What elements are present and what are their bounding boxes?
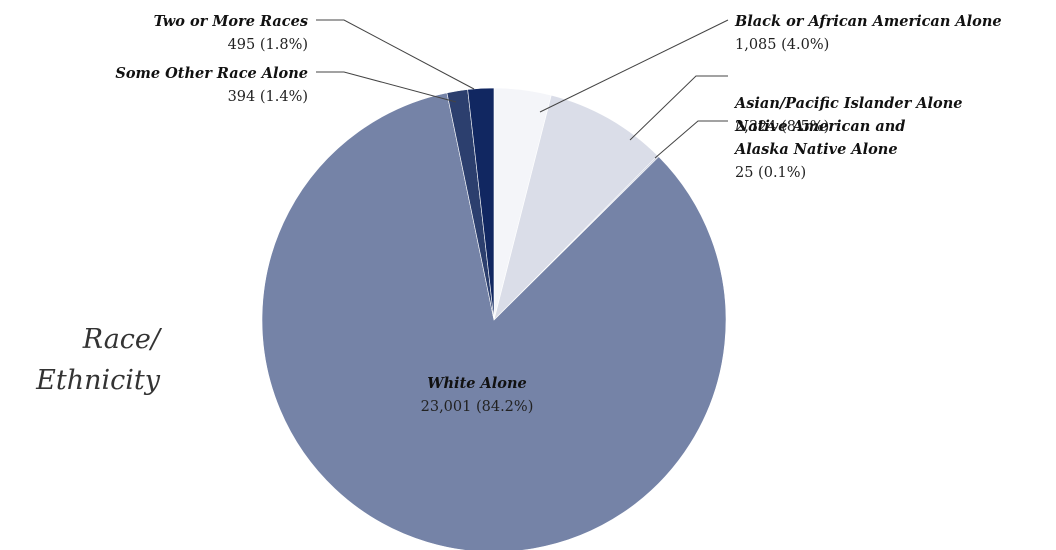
slice-name-native: Native American and xyxy=(734,118,905,135)
leader-lines xyxy=(316,19,729,159)
slice-label-other: Some Other Race Alone 394 (1.4%) xyxy=(115,65,308,105)
slice-value-black: 1,085 (4.0%) xyxy=(735,37,829,53)
pie-slice-white xyxy=(261,92,727,550)
slice-labels: Black or African American Alone 1,085 (4.… xyxy=(115,13,1001,415)
pie-slice-two xyxy=(467,87,495,321)
slice-label-asian: Asian/Pacific Islander Alone 2,324 (8.5%) xyxy=(733,95,962,135)
leader-line-other xyxy=(316,71,457,103)
slice-name-other: Some Other Race Alone xyxy=(115,65,308,82)
slice-label-two: Two or More Races 495 (1.8%) xyxy=(154,13,308,53)
slice-value-other: 394 (1.4%) xyxy=(228,89,308,105)
slice-label-native: Native American and Alaska Native Alone 25… xyxy=(733,118,905,181)
slice-name-native: Alaska Native Alone xyxy=(733,141,898,158)
chart-title-line-1: Race/ xyxy=(82,324,163,355)
slice-label-black: Black or African American Alone 1,085 (4.… xyxy=(734,13,1002,53)
slice-value-white: 23,001 (84.2%) xyxy=(421,399,534,415)
slice-label-white: White Alone 23,001 (84.2%) xyxy=(421,375,534,415)
leader-line-asian xyxy=(629,75,728,141)
slice-name-asian: Asian/Pacific Islander Alone xyxy=(733,95,962,112)
slice-name-two: Two or More Races xyxy=(154,13,308,30)
pie-slices xyxy=(261,87,727,550)
slice-name-black: Black or African American Alone xyxy=(734,13,1002,30)
slice-value-two: 495 (1.8%) xyxy=(228,37,308,53)
leader-line-native xyxy=(654,120,728,159)
leader-line-black xyxy=(539,19,729,113)
slice-value-native: 25 (0.1%) xyxy=(735,165,806,181)
slice-name-white: White Alone xyxy=(427,375,527,392)
chart-title: Race/ Ethnicity xyxy=(35,324,163,396)
slice-value-asian: 2,324 (8.5%) xyxy=(735,119,829,135)
leader-line-two xyxy=(316,19,475,90)
chart-title-line-2: Ethnicity xyxy=(35,365,161,396)
pie-slice-asian xyxy=(493,94,659,321)
